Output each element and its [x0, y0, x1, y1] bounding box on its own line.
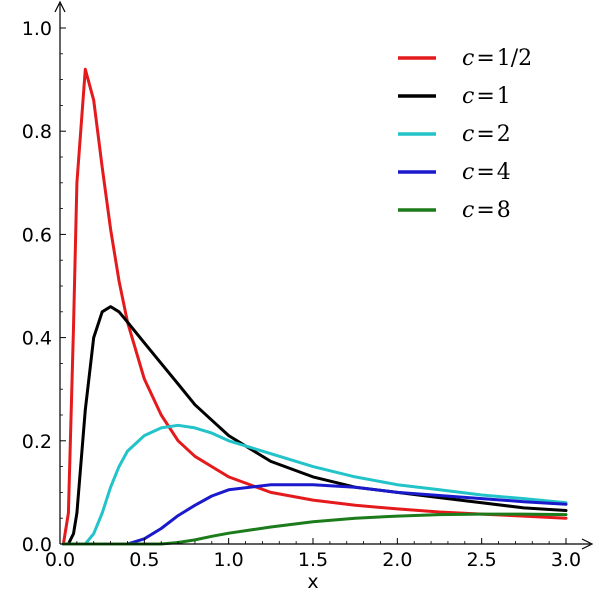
x-tick-label: 2.0 [382, 549, 412, 571]
x-tick-label: 1.5 [298, 549, 328, 571]
legend-label: c=8 [462, 198, 511, 223]
legend-label: c=2 [462, 122, 511, 147]
x-axis-arrow-icon [581, 538, 594, 550]
x-tick-label: 2.5 [467, 549, 497, 571]
legend-label: c=1/2 [462, 46, 532, 71]
series-line-2 [61, 305, 568, 546]
x-tick-label: 0.0 [45, 549, 75, 571]
x-tick-label: 1.0 [214, 549, 244, 571]
y-axis-arrow-icon [54, 0, 66, 13]
y-tick-label: 0.4 [22, 328, 52, 350]
legend-label: c=1 [462, 84, 511, 109]
x-axis-title: x [307, 571, 318, 593]
y-tick-label: 0.0 [22, 534, 52, 556]
watermark: 知乎 @斯宾王 [488, 575, 583, 593]
legend-label: c=4 [462, 160, 511, 185]
x-tick-label: 0.5 [129, 549, 159, 571]
y-tick-label: 0.8 [22, 121, 52, 143]
legend: c=1/2 c=1 c=2 c=4 c=8 [398, 46, 532, 223]
y-tick-label: 1.0 [22, 18, 52, 40]
y-tick-label: 0.6 [22, 224, 52, 246]
x-tick-label: 3.0 [551, 549, 581, 571]
axes: 0.0 0.5 1.0 1.5 2.0 2.5 3.0 0.0 0.2 0.4 0.6 0.8 1.0 [22, 0, 594, 571]
y-tick-label: 0.2 [22, 431, 52, 453]
